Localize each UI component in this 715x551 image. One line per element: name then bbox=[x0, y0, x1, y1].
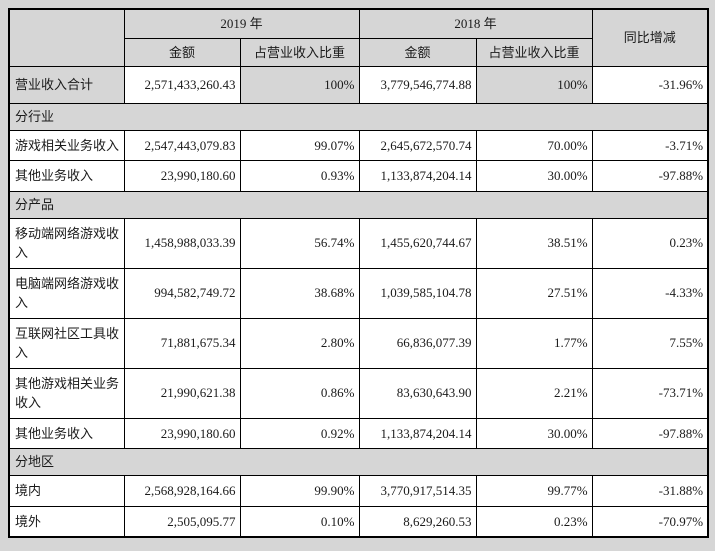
cell-share-2018: 99.77% bbox=[475, 475, 593, 507]
table-row: 移动端网络游戏收入 1,458,988,033.39 56.74% 1,455,620… bbox=[8, 217, 709, 269]
header-row-metrics: 金额 占营业收入比重 金额 占营业收入比重 bbox=[9, 37, 708, 67]
cell-yoy: -4.33% bbox=[591, 267, 709, 319]
row-label: 其他游戏相关业务收入 bbox=[8, 367, 125, 419]
cell-yoy: 0.23% bbox=[591, 217, 709, 269]
row-label: 其他业务收入 bbox=[8, 160, 125, 192]
cell-share-2018: 1.77% bbox=[475, 317, 593, 369]
cell-amount-2019: 2,505,095.77 bbox=[123, 505, 241, 538]
row-label: 游戏相关业务收入 bbox=[8, 129, 125, 161]
cell-amount-2018: 1,133,874,204.14 bbox=[358, 417, 477, 449]
cell-amount-2019: 1,458,988,033.39 bbox=[123, 217, 241, 269]
header-yoy: 同比增减 bbox=[591, 8, 709, 67]
cell-share-2019: 0.92% bbox=[239, 417, 360, 449]
cell-yoy: -73.71% bbox=[591, 367, 709, 419]
header-amount-2019: 金额 bbox=[123, 37, 241, 67]
table-row: 互联网社区工具收入 71,881,675.34 2.80% 66,836,077.39… bbox=[8, 317, 709, 369]
cell-amount-2019: 23,990,180.60 bbox=[123, 417, 241, 449]
cell-amount-2018: 1,039,585,104.78 bbox=[358, 267, 477, 319]
cell-share-2019: 0.93% bbox=[239, 160, 360, 192]
section-label: 分产品 bbox=[8, 190, 709, 219]
cell-share-2018: 38.51% bbox=[475, 217, 593, 269]
cell-amount-2018: 1,455,620,744.67 bbox=[358, 217, 477, 269]
header-amount-2018: 金额 bbox=[358, 37, 477, 67]
row-label: 电脑端网络游戏收入 bbox=[8, 267, 125, 319]
cell-share-2019: 0.86% bbox=[239, 367, 360, 419]
cell-amount-2018: 8,629,260.53 bbox=[358, 505, 477, 538]
cell-amount-2018: 83,630,643.90 bbox=[358, 367, 477, 419]
cell-yoy: -97.88% bbox=[591, 417, 709, 449]
cell-yoy: -97.88% bbox=[591, 160, 709, 192]
cell-share-2018: 2.21% bbox=[475, 367, 593, 419]
cell-share-2019: 99.90% bbox=[239, 475, 360, 507]
cell-share-2019: 99.07% bbox=[239, 129, 360, 161]
row-label: 移动端网络游戏收入 bbox=[8, 217, 125, 269]
table-row: 境外 2,505,095.77 0.10% 8,629,260.53 0.23% -70.… bbox=[8, 505, 709, 538]
cell-yoy: -31.88% bbox=[591, 475, 709, 507]
cell-amount-2019: 21,990,621.38 bbox=[123, 367, 241, 419]
table-row: 游戏相关业务收入 2,547,443,079.83 99.07% 2,645,672,… bbox=[8, 129, 709, 161]
row-label: 其他业务收入 bbox=[8, 417, 125, 449]
cell-share-2018: 27.51% bbox=[475, 267, 593, 319]
row-label: 互联网社区工具收入 bbox=[8, 317, 125, 369]
section-row: 分行业 bbox=[8, 102, 709, 131]
table-row: 其他业务收入 23,990,180.60 0.93% 1,133,874,204.14… bbox=[8, 160, 709, 192]
section-label: 分行业 bbox=[8, 102, 709, 131]
cell-amount-2019: 23,990,180.60 bbox=[123, 160, 241, 192]
cell-share-2018: 0.23% bbox=[475, 505, 593, 538]
table-body: 营业收入合计 2,571,433,260.43 100% 3,779,546,774.… bbox=[8, 66, 709, 538]
cell-share-2019: 56.74% bbox=[239, 217, 360, 269]
cell-share-2019: 38.68% bbox=[239, 267, 360, 319]
header-year-2019: 2019 年 bbox=[123, 8, 360, 39]
table-row: 其他业务收入 23,990,180.60 0.92% 1,133,874,204.14… bbox=[8, 417, 709, 449]
revenue-breakdown-table: 2019 年 2018 年 同比增减 金额 占营业收入比重 金额 占营业收入比重… bbox=[8, 8, 710, 538]
header-share-2018: 占营业收入比重 bbox=[475, 37, 593, 67]
cell-amount-2018: 3,770,917,514.35 bbox=[358, 475, 477, 507]
cell-amount-2018: 66,836,077.39 bbox=[358, 317, 477, 369]
cell-amount-2019: 2,571,433,260.43 bbox=[123, 66, 241, 104]
cell-amount-2019: 71,881,675.34 bbox=[123, 317, 241, 369]
cell-yoy: -31.96% bbox=[591, 66, 709, 104]
cell-yoy: -70.97% bbox=[591, 505, 709, 538]
table-header: 2019 年 2018 年 同比增减 金额 占营业收入比重 金额 占营业收入比重 bbox=[8, 8, 709, 67]
row-label: 营业收入合计 bbox=[8, 66, 125, 104]
header-row-years: 2019 年 2018 年 同比增减 bbox=[8, 8, 709, 67]
table-row: 营业收入合计 2,571,433,260.43 100% 3,779,546,774.… bbox=[8, 66, 709, 104]
header-corner-cell bbox=[8, 8, 125, 67]
cell-amount-2018: 1,133,874,204.14 bbox=[358, 160, 477, 192]
row-label: 境外 bbox=[8, 505, 125, 538]
table-row: 电脑端网络游戏收入 994,582,749.72 38.68% 1,039,585,1… bbox=[8, 267, 709, 319]
cell-amount-2019: 994,582,749.72 bbox=[123, 267, 241, 319]
header-year-2018: 2018 年 bbox=[358, 8, 593, 39]
cell-share-2019: 2.80% bbox=[239, 317, 360, 369]
cell-amount-2019: 2,568,928,164.66 bbox=[123, 475, 241, 507]
cell-share-2018: 30.00% bbox=[475, 417, 593, 449]
section-row: 分产品 bbox=[8, 190, 709, 219]
cell-share-2019: 0.10% bbox=[239, 505, 360, 538]
cell-share-2018: 70.00% bbox=[475, 129, 593, 161]
cell-amount-2018: 2,645,672,570.74 bbox=[358, 129, 477, 161]
cell-share-2018: 30.00% bbox=[475, 160, 593, 192]
cell-amount-2019: 2,547,443,079.83 bbox=[123, 129, 241, 161]
cell-share-2018: 100% bbox=[475, 66, 593, 104]
header-share-2019: 占营业收入比重 bbox=[239, 37, 360, 67]
section-row: 分地区 bbox=[8, 448, 709, 476]
section-label: 分地区 bbox=[8, 448, 709, 476]
table-row: 其他游戏相关业务收入 21,990,621.38 0.86% 83,630,643.9… bbox=[8, 367, 709, 419]
table-row: 境内 2,568,928,164.66 99.90% 3,770,917,514.35… bbox=[8, 475, 709, 507]
cell-share-2019: 100% bbox=[239, 66, 360, 104]
row-label: 境内 bbox=[8, 475, 125, 507]
cell-yoy: -3.71% bbox=[591, 129, 709, 161]
cell-amount-2018: 3,779,546,774.88 bbox=[358, 66, 477, 104]
cell-yoy: 7.55% bbox=[591, 317, 709, 369]
